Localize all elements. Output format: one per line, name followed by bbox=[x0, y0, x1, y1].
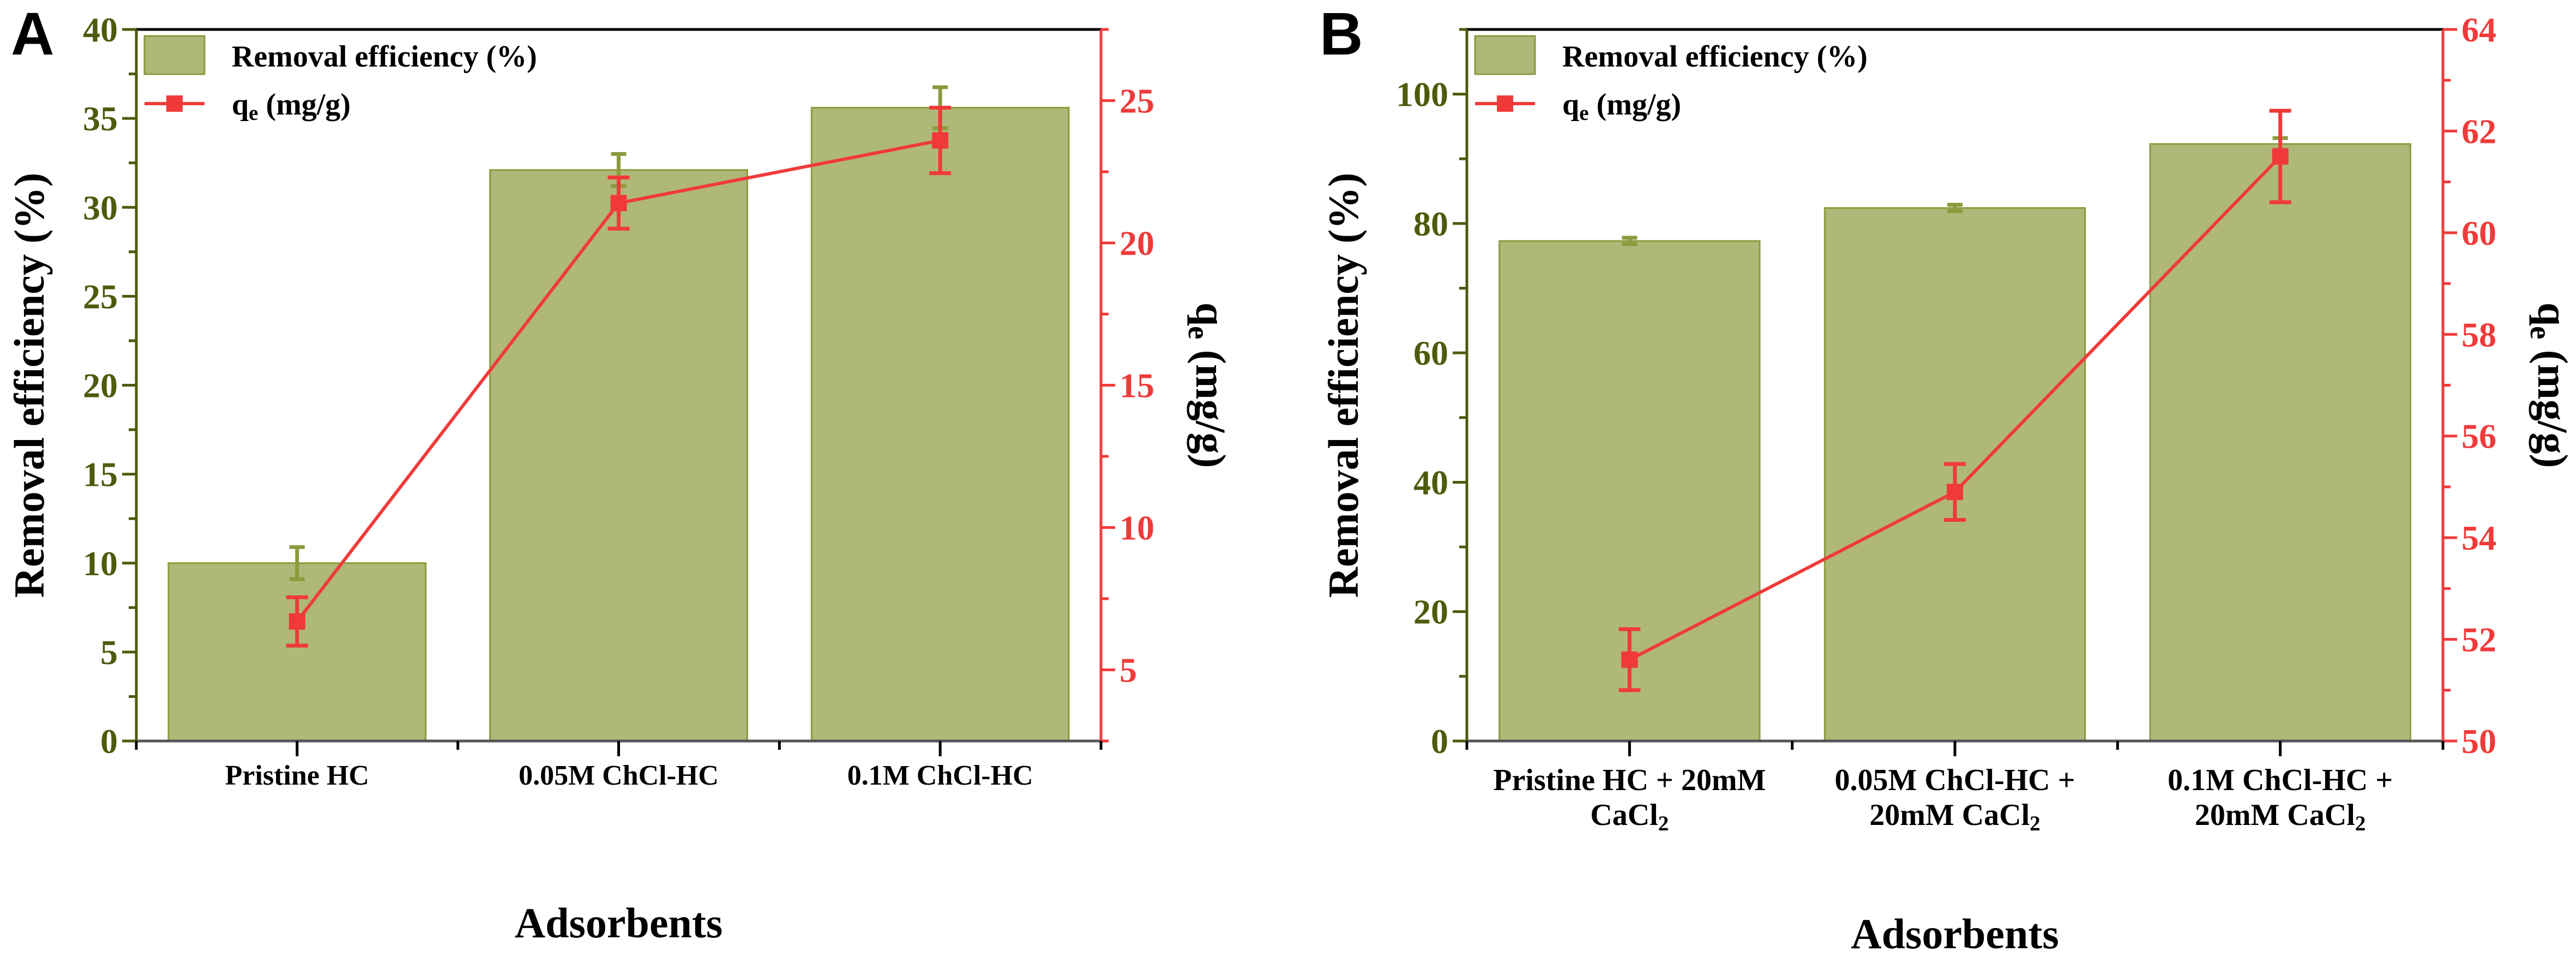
left-tick-label: 40 bbox=[83, 10, 118, 49]
legend-line-marker bbox=[166, 95, 183, 112]
left-tick-label: 40 bbox=[1413, 463, 1448, 502]
legend-line-label-part: e bbox=[249, 101, 258, 125]
right-tick-label: 58 bbox=[2461, 315, 2496, 354]
legend-line-label-part: (mg/g) bbox=[258, 88, 351, 122]
legend-line-label-part: (mg/g) bbox=[1589, 88, 1682, 122]
right-tick-label: 64 bbox=[2461, 10, 2496, 49]
right-axis-title-part: e bbox=[2524, 326, 2557, 339]
panel-label: A bbox=[11, 1, 54, 68]
left-tick-label: 20 bbox=[1413, 593, 1448, 631]
left-tick-label: 60 bbox=[1413, 334, 1448, 372]
line-point bbox=[1947, 484, 1963, 501]
x-tick-label: Pristine HC + 20mM CaCl2 bbox=[1482, 763, 1777, 836]
right-tick-label: 20 bbox=[1120, 224, 1154, 263]
left-tick-label: 100 bbox=[1396, 75, 1448, 114]
left-tick-label: 20 bbox=[83, 366, 118, 405]
left-tick-label: 10 bbox=[83, 544, 118, 583]
right-axis-title-part: (mg/g) bbox=[1187, 339, 1235, 468]
left-tick-label: 5 bbox=[100, 633, 118, 672]
legend-line-marker bbox=[1497, 95, 1513, 112]
x-tick-label-box: 0.1M ChCl-HC + 20mM CaCl2 bbox=[2133, 763, 2428, 836]
x-tick-label-text: 0.05M ChCl-HC + 20mM CaCl bbox=[1834, 763, 2075, 833]
x-tick-label-box: 0.05M ChCl-HC + 20mM CaCl2 bbox=[1808, 763, 2102, 836]
right-axis-title-part: e bbox=[1182, 326, 1215, 339]
x-axis-title: Adsorbents bbox=[515, 899, 723, 947]
panel-B: 0 20 40 60 80 100 50 52 54 56 58 60 62 64 Pristine HC … bbox=[1320, 1, 2576, 957]
x-tick-label-box: Pristine HC + 20mM CaCl2 bbox=[1482, 763, 1777, 836]
right-axis-title: qe (mg/g) bbox=[2524, 303, 2576, 468]
x-tick-label: 0.05M ChCl-HC + 20mM CaCl2 bbox=[1808, 763, 2102, 836]
bar bbox=[2149, 143, 2411, 742]
left-axis-title: Removal efficiency (%) bbox=[1320, 173, 1367, 598]
left-tick-label: 35 bbox=[83, 99, 118, 138]
legend-line-label: qe (mg/g) bbox=[232, 88, 351, 125]
line-point bbox=[932, 132, 949, 149]
x-tick-label: 0.1M ChCl-HC bbox=[847, 760, 1033, 791]
right-tick-label: 15 bbox=[1120, 366, 1154, 405]
right-tick-label: 10 bbox=[1120, 509, 1154, 547]
bar bbox=[489, 169, 748, 742]
line-point bbox=[1621, 651, 1638, 668]
x-tick-label: 0.1M ChCl-HC + 20mM CaCl2 bbox=[2133, 763, 2428, 836]
left-tick-label: 80 bbox=[1413, 204, 1448, 243]
right-axis-title-part: q bbox=[2529, 303, 2576, 326]
left-tick-label: 15 bbox=[83, 455, 118, 494]
legend-line-label-part: e bbox=[1579, 101, 1588, 125]
right-tick-label: 52 bbox=[2461, 620, 2496, 659]
line-point bbox=[610, 195, 627, 212]
bar bbox=[810, 107, 1070, 742]
x-axis-title: Adsorbents bbox=[1851, 910, 2059, 957]
x-tick-label: Pristine HC bbox=[225, 760, 369, 791]
left-tick-label: 30 bbox=[83, 188, 118, 227]
right-tick-label: 62 bbox=[2461, 112, 2496, 150]
right-tick-label: 5 bbox=[1120, 651, 1137, 690]
line-point bbox=[288, 613, 305, 630]
legend-bar-swatch bbox=[143, 35, 206, 75]
left-tick-label: 25 bbox=[83, 277, 118, 316]
legend-line-label: qe (mg/g) bbox=[1562, 88, 1681, 125]
right-axis-title: qe (mg/g) bbox=[1182, 303, 1235, 468]
x-tick-label-subscript: 2 bbox=[2030, 812, 2041, 836]
x-tick-label: 0.05M ChCl-HC bbox=[519, 760, 719, 791]
right-tick-label: 25 bbox=[1120, 82, 1154, 121]
x-tick-label-text: 0.1M ChCl-HC + 20mM CaCl bbox=[2168, 763, 2393, 833]
legend-bar-swatch bbox=[1474, 35, 1536, 75]
left-axis-title: Removal efficiency (%) bbox=[5, 173, 53, 598]
line-point bbox=[2272, 148, 2289, 165]
legend-line-label-part: q bbox=[1562, 88, 1579, 122]
left-tick-label: 0 bbox=[1431, 722, 1448, 761]
legend-bar-label: Removal efficiency (%) bbox=[1562, 40, 1868, 74]
panel-label: B bbox=[1320, 1, 1363, 68]
right-axis-title-part: (mg/g) bbox=[2529, 339, 2576, 468]
left-tick-label: 0 bbox=[100, 722, 118, 761]
right-tick-label: 54 bbox=[2461, 519, 2496, 557]
right-tick-label: 56 bbox=[2461, 417, 2496, 456]
panel-A: 0 5 10 15 20 25 30 35 40 5 10 15 20 25 Pristine HC 0.05… bbox=[5, 1, 1235, 947]
bar bbox=[167, 562, 427, 742]
x-tick-label-subscript: 2 bbox=[1658, 812, 1669, 836]
legend-bar-label: Removal efficiency (%) bbox=[232, 40, 537, 74]
x-tick-label-subscript: 2 bbox=[2355, 812, 2366, 836]
right-tick-label: 60 bbox=[2461, 214, 2496, 252]
x-tick-label-text: Pristine HC + 20mM CaCl bbox=[1493, 763, 1766, 833]
legend-line-label-part: q bbox=[232, 88, 249, 122]
right-axis-title-part: q bbox=[1187, 303, 1235, 326]
right-tick-label: 50 bbox=[2461, 722, 2496, 761]
